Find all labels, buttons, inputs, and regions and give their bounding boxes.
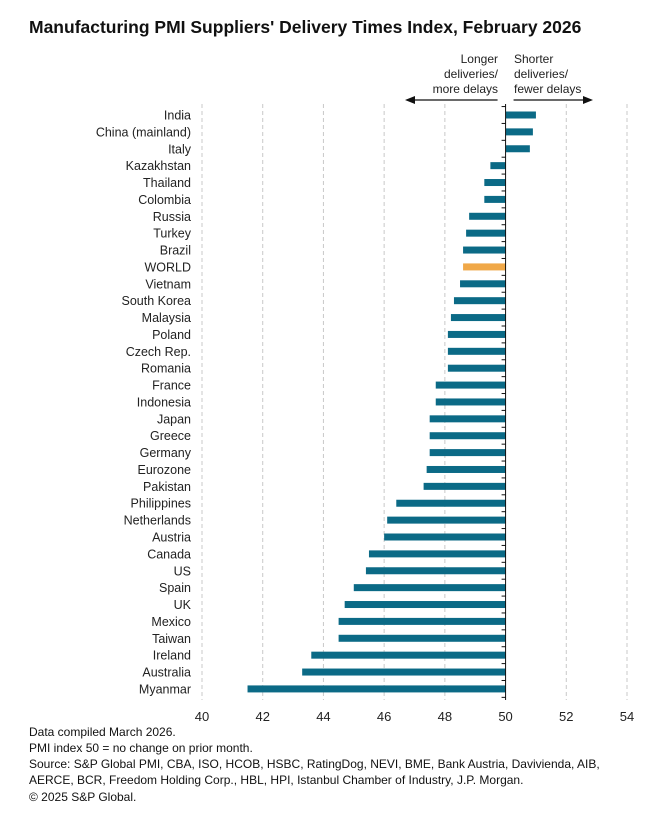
bar-czech-rep- [447,347,506,355]
category-label: Greece [150,429,191,443]
x-tick-label: 52 [559,709,573,724]
bar-kazakhstan [490,162,506,170]
bar-india [505,111,536,119]
bar-russia [469,212,506,220]
bar-china-mainland- [505,128,533,136]
category-label: Canada [147,547,191,561]
category-label: Netherlands [124,514,191,528]
category-label: US [174,564,191,578]
category-label: Malaysia [142,311,191,325]
bar-thailand [484,179,506,187]
category-label: UK [174,598,192,612]
annotation-line: fewer delays [514,82,582,96]
bar-ireland [311,651,506,659]
category-label: Taiwan [152,632,191,646]
annotation-line: deliveries/ [443,67,498,81]
bar-japan [429,415,506,423]
bar-greece [429,432,506,440]
category-label: Kazakhstan [126,159,191,173]
bar-germany [429,449,506,457]
annotation-shorter-deliveries: Shorter deliveries/ fewer delays [514,52,581,97]
category-label: Austria [152,531,191,545]
category-label: China (mainland) [96,125,191,139]
category-label: Brazil [160,244,191,258]
bar-malaysia [450,314,506,322]
category-label: Japan [157,412,191,426]
bar-indonesia [435,398,506,406]
x-tick-label: 48 [438,709,452,724]
category-label: Thailand [143,176,191,190]
category-label: Colombia [138,193,191,207]
category-label: Czech Rep. [126,345,191,359]
bar-mexico [338,617,506,625]
category-label: Spain [159,581,191,595]
bar-us [365,567,506,575]
category-label: Vietnam [145,277,191,291]
bar-myanmar [247,685,506,693]
category-label: WORLD [144,260,191,274]
category-label: Myanmar [139,682,191,696]
bar-austria [384,533,506,541]
annotation-line: deliveries/ [514,67,569,81]
category-label: Philippines [131,497,191,511]
x-tick-label: 50 [498,709,512,724]
arrow-left-icon [405,96,415,104]
bar-italy [505,145,530,153]
category-label: Australia [142,666,191,680]
chart-title: Manufacturing PMI Suppliers' Delivery Ti… [29,17,582,37]
category-label: Ireland [153,649,191,663]
footnote-source-cont: AERCE, BCR, Freedom Holding Corp., HBL, … [29,773,524,787]
bar-colombia [484,195,506,203]
arrow-right-icon [583,96,593,104]
x-tick-label: 46 [377,709,391,724]
bar-chart: 40 42 44 46 48 50 52 54 India China (mainland) Ita… [96,96,634,724]
bar-poland [447,330,506,338]
category-label: Mexico [151,615,191,629]
footnote-source: Source: S&P Global PMI, CBA, ISO, HCOB, … [29,757,600,771]
x-tick-label: 44 [316,709,330,724]
bar-netherlands [387,516,506,524]
category-label: Germany [140,446,192,460]
x-tick-label: 40 [195,709,209,724]
copyright: © 2025 S&P Global. [29,790,137,804]
x-tick-label: 42 [255,709,269,724]
annotation-line: Longer [460,52,498,66]
category-label: Poland [152,328,191,342]
bar-world [463,263,506,271]
x-tick-label: 54 [620,709,634,724]
bar-spain [353,584,506,592]
bar-brazil [463,246,506,254]
category-label: France [152,379,191,393]
bar-vietnam [460,280,506,288]
category-label: Russia [153,210,191,224]
bar-south-korea [453,297,506,305]
footnote-pmi: PMI index 50 = no change on prior month. [29,741,253,755]
bar-pakistan [423,482,506,490]
category-label: India [164,109,191,123]
bar-romania [447,364,506,372]
footnote-compiled: Data compiled March 2026. [29,725,176,739]
bar-australia [302,668,506,676]
category-label: Indonesia [137,395,191,409]
category-label: Italy [168,142,192,156]
bar-taiwan [338,634,506,642]
bar-france [435,381,506,389]
category-label: Eurozone [137,463,191,477]
bar-turkey [466,229,506,237]
category-label: South Korea [122,294,192,308]
annotation-line: more delays [432,82,498,96]
category-label: Pakistan [143,480,191,494]
category-label: Turkey [153,227,191,241]
annotation-line: Shorter [514,52,554,66]
annotation-longer-deliveries: Longer deliveries/ more delays [433,52,498,97]
bar-eurozone [426,465,506,473]
category-label: Romania [141,362,191,376]
bar-uk [344,601,506,609]
bar-philippines [396,499,506,507]
bar-canada [368,550,506,558]
